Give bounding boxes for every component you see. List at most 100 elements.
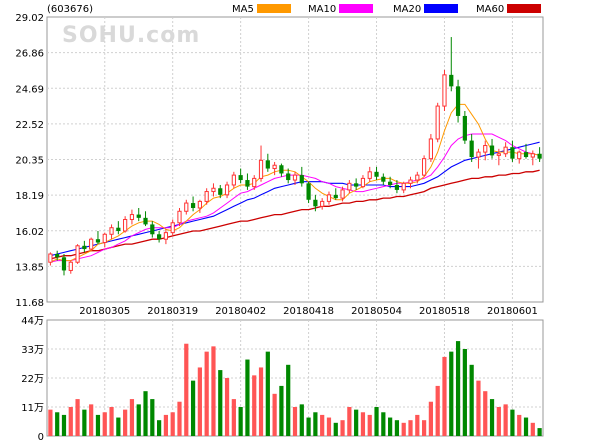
candle-body (197, 200, 202, 209)
volume-bar (258, 367, 264, 436)
volume-bar (238, 407, 243, 436)
candle-body (95, 239, 101, 243)
candle-body (184, 202, 189, 212)
chart-grid (47, 17, 543, 436)
candlestick (82, 240, 87, 253)
candlestick (116, 221, 121, 235)
candlestick (204, 188, 209, 205)
volume-bar (388, 417, 393, 436)
volume-bar (252, 375, 257, 436)
candlestick (163, 229, 169, 245)
candlestick (360, 175, 366, 189)
candlestick (252, 175, 257, 190)
volume-bar (109, 407, 114, 436)
volume-axis: 44万 33万 22万 11万 0 (21, 316, 44, 440)
volume-tick-label: 0 (38, 432, 44, 440)
volume-bar (150, 399, 155, 436)
volume-bar (320, 414, 325, 436)
chart-frame (46, 16, 544, 437)
candle-body (340, 189, 345, 199)
candlestick (340, 186, 345, 202)
ma10-line (50, 133, 540, 263)
candlestick (279, 163, 284, 177)
volume-bar (272, 393, 277, 436)
candle-body (306, 183, 311, 200)
candle-body (252, 177, 257, 188)
candlestick (354, 178, 359, 190)
volume-bar (415, 414, 420, 436)
candlestick (272, 161, 277, 176)
volume-bar (326, 417, 332, 436)
volume-bar (462, 349, 467, 436)
candlestick (435, 102, 440, 143)
candlestick (442, 69, 447, 112)
candle-body (517, 151, 522, 160)
candle-body (279, 165, 284, 174)
volume-bar (360, 412, 366, 436)
price-tick-label: 13.85 (15, 262, 44, 273)
volume-bar (313, 412, 318, 436)
watermark: SOHU.com (62, 23, 200, 48)
volume-bar (89, 404, 94, 436)
candle-body (109, 227, 114, 235)
candle-body (462, 115, 467, 141)
candlestick (388, 176, 393, 189)
volume-bar (231, 399, 236, 436)
candle-body (211, 187, 216, 193)
candlestick (224, 181, 230, 199)
price-tick-label: 29.02 (15, 13, 44, 24)
volume-bar (292, 407, 298, 436)
candle-body (435, 105, 440, 140)
volume-bar (177, 401, 182, 436)
candle-body (510, 147, 515, 159)
candlestick (374, 166, 379, 181)
volume-bar (123, 409, 128, 436)
volume-bar (170, 412, 175, 436)
candlestick (306, 181, 311, 204)
candlestick (184, 199, 189, 215)
candle-body (136, 214, 141, 218)
candle-body (245, 180, 250, 187)
volume-bar (143, 391, 148, 436)
candlestick (61, 254, 67, 276)
volume-bar (286, 364, 291, 436)
volume-bar (503, 404, 508, 436)
legend-label-ma60: MA60 (476, 4, 504, 15)
candle-body (231, 174, 236, 186)
candle-body (313, 199, 318, 207)
candle-body (75, 245, 80, 263)
volume-bar (381, 412, 386, 436)
candlestick (517, 150, 522, 164)
candlestick (320, 198, 325, 210)
candlestick (367, 166, 372, 182)
candle-body (476, 151, 481, 158)
candlestick (455, 79, 461, 123)
candle-body (415, 174, 420, 181)
candlestick (265, 153, 270, 172)
volume-bar (245, 359, 250, 436)
candlestick (421, 155, 427, 177)
candle-body (218, 188, 223, 195)
legend-label-ma5: MA5 (232, 4, 254, 15)
candle-body (163, 232, 169, 240)
candlestick (197, 199, 202, 213)
candle-body (102, 233, 107, 244)
volume-bar (299, 404, 304, 436)
volume-tick-label: 33万 (21, 345, 44, 356)
candlestick (102, 232, 107, 248)
volume-bar (347, 407, 352, 436)
candle-body (157, 234, 162, 240)
candle-body (449, 74, 454, 87)
candle-body (292, 174, 298, 181)
candle-body (394, 184, 400, 190)
volume-tick-label: 11万 (21, 403, 44, 414)
date-tick-label: 20180418 (283, 306, 334, 317)
candlestick (48, 252, 53, 266)
volume-bar (306, 417, 311, 436)
ma60-line (50, 169, 540, 260)
candle-body (55, 254, 60, 258)
candle-body (224, 184, 230, 196)
legend-label-ma20: MA20 (393, 4, 421, 15)
candle-body (265, 160, 270, 169)
candle-body (428, 138, 433, 160)
